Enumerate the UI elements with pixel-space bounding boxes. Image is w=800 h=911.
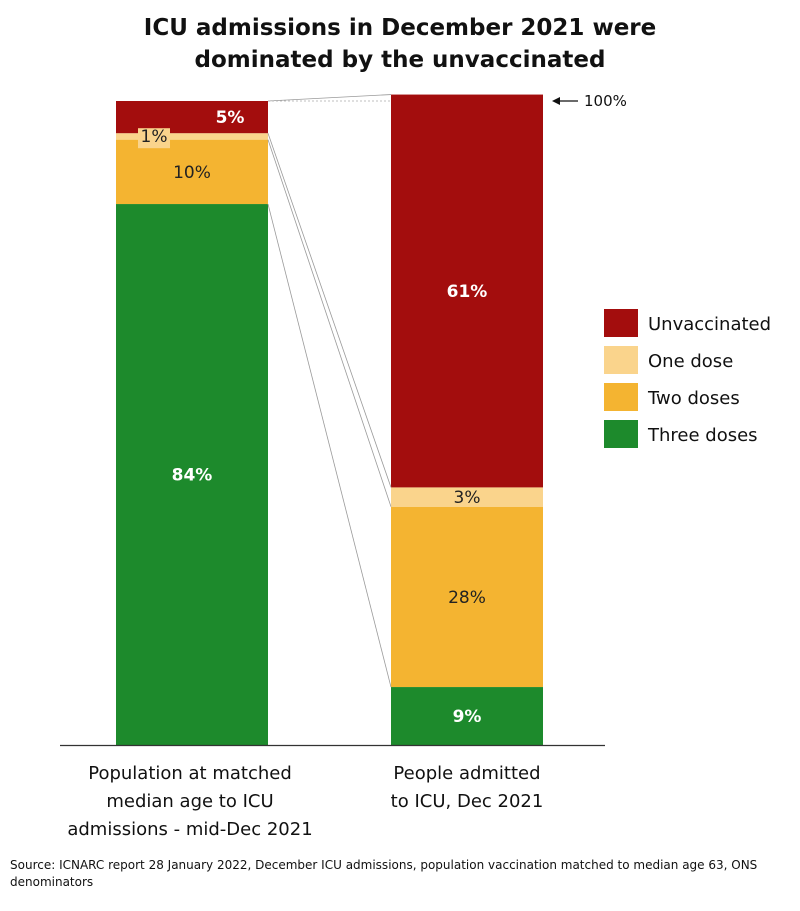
data-label-unvaccinated-1: 5%: [216, 108, 245, 128]
reference-arrow-head: [552, 97, 560, 105]
category-label-2-line-1: People admitted: [393, 763, 540, 784]
bar-segment-unvaccinated-1: [116, 101, 268, 134]
connector-line: [267, 133, 392, 488]
reference-label: 100%: [584, 92, 627, 110]
bar-segment-three-doses-2: [391, 687, 543, 745]
bar-segment-one-dose-2: [391, 487, 543, 507]
connector-line: [267, 94, 392, 102]
legend-label-two-doses: Two doses: [647, 388, 740, 409]
bar-segment-two-doses-2: [391, 506, 543, 688]
data-label-three-doses-1: 84%: [172, 466, 213, 486]
legend-swatch-two-doses: [604, 383, 638, 411]
data-label-three-doses-2: 9%: [453, 707, 482, 727]
label-background: [138, 128, 170, 149]
bar-segment-one-dose-1: [116, 133, 268, 140]
data-label-one-dose-2: 3%: [454, 488, 481, 508]
category-label-1-line-2: median age to ICU: [106, 791, 273, 812]
bar-segment-unvaccinated-2: [391, 94, 543, 488]
data-label-one-dose-1: 1%: [141, 127, 168, 147]
category-label-2-line-2: to ICU, Dec 2021: [391, 791, 544, 812]
source-note: Source: ICNARC report 28 January 2022, D…: [10, 858, 758, 889]
bar-segment-three-doses-1: [116, 204, 268, 746]
legend-swatch-three-doses: [604, 420, 638, 448]
category-label-1-line-1: Population at matched: [88, 763, 292, 784]
legend-label-unvaccinated: Unvaccinated: [648, 314, 771, 335]
chart-title-line-2: dominated by the unvaccinated: [194, 47, 606, 73]
data-label-two-doses-2: 28%: [448, 588, 486, 608]
legend-label-one-dose: One dose: [648, 351, 733, 372]
chart-title: ICU admissions in December 2021 were dom…: [0, 12, 800, 76]
legend-swatch-one-dose: [604, 346, 638, 374]
chart-title-line-1: ICU admissions in December 2021 were: [143, 15, 657, 41]
legend-label-three-doses: Three doses: [647, 425, 758, 446]
legend-swatch-unvaccinated: [604, 309, 638, 337]
connector-line: [267, 139, 392, 507]
data-label-unvaccinated-2: 61%: [447, 282, 488, 302]
category-label-1-line-3: admissions - mid-Dec 2021: [67, 819, 312, 840]
bar-segment-two-doses-1: [116, 139, 268, 205]
data-label-two-doses-1: 10%: [173, 163, 211, 183]
connector-line: [267, 203, 392, 688]
